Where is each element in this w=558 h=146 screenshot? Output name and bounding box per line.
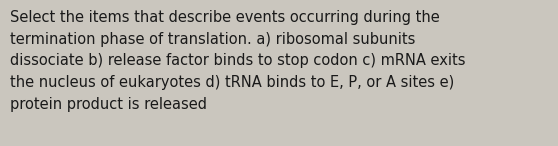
Text: Select the items that describe events occurring during the
termination phase of : Select the items that describe events oc…: [10, 10, 465, 112]
